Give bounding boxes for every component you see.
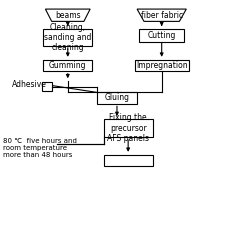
Text: Cleaning,
sanding and
cleaning: Cleaning, sanding and cleaning: [44, 23, 92, 52]
Text: Adhesive: Adhesive: [12, 80, 47, 89]
Text: Fixing the
precursor
AFS panels: Fixing the precursor AFS panels: [107, 113, 149, 143]
Bar: [135, 60, 189, 71]
Text: Cutting: Cutting: [148, 31, 176, 40]
Text: Gumming: Gumming: [49, 61, 87, 70]
Bar: [42, 82, 52, 91]
Text: Gluing: Gluing: [104, 93, 129, 102]
Bar: [104, 119, 153, 137]
Bar: [43, 29, 92, 46]
Bar: [97, 92, 137, 104]
Polygon shape: [137, 9, 186, 21]
Text: 80 ℃  five hours and
room temperature
more than 48 hours: 80 ℃ five hours and room temperature mor…: [3, 138, 77, 158]
Bar: [104, 155, 153, 166]
Text: beams: beams: [55, 11, 81, 20]
Text: Impregnation: Impregnation: [136, 61, 187, 70]
Bar: [139, 29, 184, 41]
Text: fiber fabric: fiber fabric: [141, 11, 183, 20]
Polygon shape: [45, 9, 90, 21]
Bar: [43, 60, 92, 71]
